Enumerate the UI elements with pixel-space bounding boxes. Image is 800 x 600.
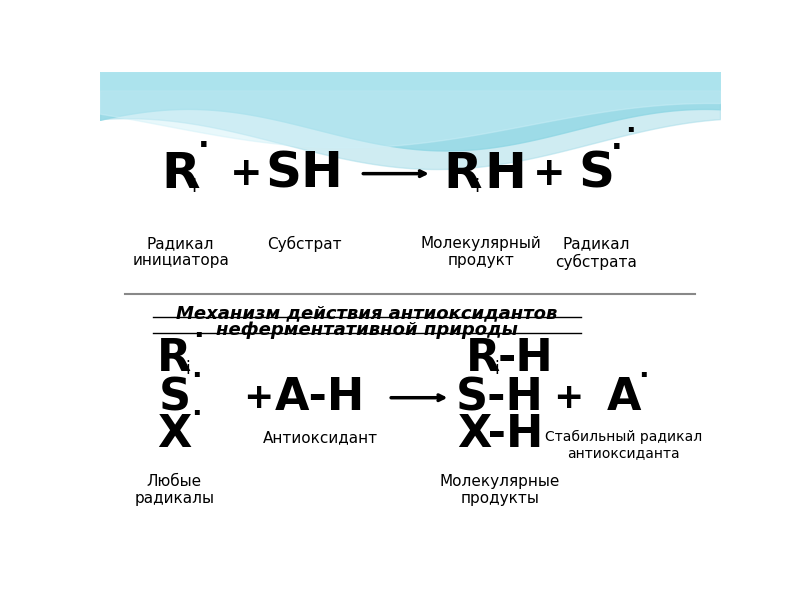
Text: ·: · <box>610 134 622 163</box>
Text: Радикал
инициатора: Радикал инициатора <box>132 236 229 268</box>
Text: R: R <box>443 149 482 197</box>
Text: SH: SH <box>266 149 343 197</box>
Text: +: + <box>553 381 583 415</box>
Text: +: + <box>533 155 566 193</box>
Text: i: i <box>186 359 190 377</box>
Text: i: i <box>192 178 197 196</box>
Text: Механизм действия антиоксидантов: Механизм действия антиоксидантов <box>176 304 558 322</box>
Text: Субстрат: Субстрат <box>267 236 342 252</box>
Text: -H: -H <box>498 337 554 380</box>
Text: неферментативной природы: неферментативной природы <box>216 320 518 338</box>
Text: H: H <box>484 149 526 197</box>
Text: Радикал
субстрата: Радикал субстрата <box>555 236 637 270</box>
Text: ·: · <box>638 362 649 389</box>
Text: R: R <box>466 337 500 380</box>
Text: A-H: A-H <box>275 376 366 419</box>
Text: i: i <box>474 178 479 196</box>
Text: R: R <box>158 337 191 380</box>
Text: ·: · <box>198 133 210 161</box>
Text: Молекулярный
продукт: Молекулярный продукт <box>421 236 542 268</box>
Text: i: i <box>494 359 499 377</box>
Text: ·: · <box>190 362 202 389</box>
Text: ·: · <box>193 322 203 350</box>
Text: S: S <box>578 149 614 197</box>
Text: Молекулярные
продукты: Молекулярные продукты <box>440 474 560 506</box>
Text: Стабильный радикал
антиоксиданта: Стабильный радикал антиоксиданта <box>546 430 702 460</box>
Text: +: + <box>243 381 274 415</box>
Text: Любые
радикалы: Любые радикалы <box>134 474 214 506</box>
Text: R: R <box>162 149 200 197</box>
Text: ·: · <box>625 116 635 145</box>
Text: +: + <box>230 155 262 193</box>
Text: Антиоксидант: Антиоксидант <box>262 430 378 445</box>
Text: S: S <box>158 376 190 419</box>
Text: X-H: X-H <box>457 413 543 456</box>
Text: S-H: S-H <box>456 376 544 419</box>
Text: A: A <box>606 376 641 419</box>
Text: X: X <box>158 413 191 456</box>
Text: ·: · <box>190 400 202 428</box>
